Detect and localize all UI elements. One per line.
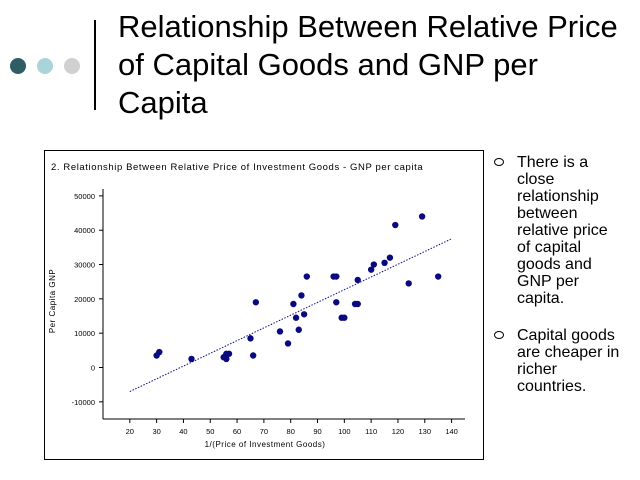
x-tick-label: 120 (392, 427, 405, 436)
decorative-dot (37, 58, 53, 74)
x-axis-label: 1/(Price of Investment Goods) (205, 440, 326, 449)
trendline (129, 238, 452, 392)
y-tick-label: 30000 (74, 261, 95, 270)
scatter-chart: 2. Relationship Between Relative Price o… (48, 162, 465, 449)
slide-title: Relationship Between Relative Price of C… (118, 9, 618, 120)
data-point (276, 328, 284, 335)
data-point (370, 261, 378, 268)
decorative-dot (64, 58, 80, 74)
data-point (354, 300, 361, 308)
bullet-icon (494, 331, 504, 339)
data-point (225, 350, 233, 357)
data-point (300, 311, 308, 318)
x-tick-label: 110 (365, 427, 377, 436)
y-tick-label: 40000 (74, 226, 95, 235)
x-tick-label: 60 (233, 427, 241, 436)
data-point (252, 299, 260, 306)
data-point (434, 273, 442, 280)
slide-dots-decoration (10, 58, 90, 78)
decorative-dot (10, 58, 26, 74)
x-tick-label: 20 (126, 427, 134, 436)
data-point (386, 254, 394, 261)
bullet-text: There is a close relationship between re… (517, 154, 608, 307)
data-point (333, 299, 340, 306)
data-point (284, 340, 292, 347)
x-tick-label: 80 (287, 427, 295, 436)
bullet-text: Capital goods are cheaper in richer coun… (517, 327, 620, 395)
bullet-icon (494, 158, 504, 166)
y-tick-label: 20000 (74, 295, 95, 304)
data-point (290, 300, 297, 308)
chart-title: 2. Relationship Between Relative Price o… (51, 162, 423, 173)
data-point (405, 280, 412, 287)
data-point (292, 314, 300, 321)
data-point (367, 266, 375, 273)
bullet-item: There is a close relationship between re… (492, 154, 632, 307)
data-point (223, 355, 230, 363)
data-point (341, 314, 348, 321)
y-tick-label: 50000 (74, 192, 95, 201)
data-point (354, 276, 361, 284)
y-tick-label: 10000 (74, 329, 95, 338)
x-tick-label: 140 (445, 427, 458, 436)
x-tick-label: 50 (206, 427, 214, 436)
x-tick-label: 40 (179, 427, 187, 436)
data-point (303, 273, 310, 280)
data-point (295, 326, 302, 333)
bullet-item: Capital goods are cheaper in richer coun… (492, 327, 632, 395)
title-divider (94, 20, 96, 110)
x-tick-label: 90 (313, 427, 321, 436)
data-point (333, 273, 340, 280)
y-tick-label: -10000 (72, 398, 95, 407)
data-point (298, 292, 305, 299)
y-axis-label: Per Capita GNP (48, 269, 57, 333)
x-tick-label: 70 (260, 427, 268, 436)
y-tick-label: 0 (91, 364, 95, 373)
data-point (188, 355, 195, 363)
data-point (381, 259, 388, 267)
x-tick-label: 100 (338, 427, 351, 436)
x-tick-label: 30 (152, 427, 160, 436)
data-point (392, 221, 399, 229)
bullet-list: There is a close relationship between re… (492, 154, 632, 415)
data-point (249, 352, 257, 359)
data-point (418, 213, 426, 220)
data-point (247, 335, 254, 342)
chart-frame: 2. Relationship Between Relative Price o… (44, 150, 484, 460)
x-tick-label: 130 (419, 427, 432, 436)
data-point (156, 348, 163, 356)
